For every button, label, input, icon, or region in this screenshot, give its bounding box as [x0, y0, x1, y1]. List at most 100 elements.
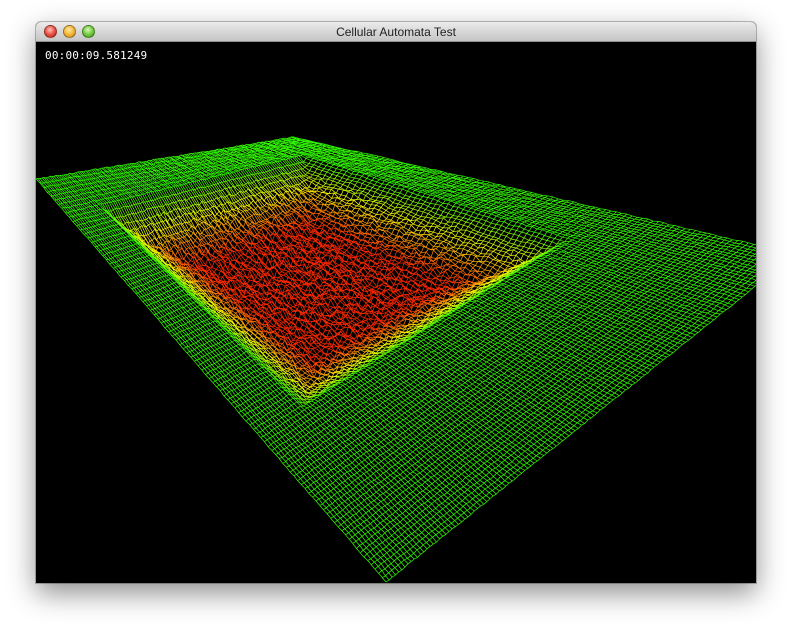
mesh-line	[424, 462, 430, 466]
mesh-line	[94, 225, 100, 230]
mesh-line	[378, 374, 383, 379]
mesh-line	[194, 336, 199, 342]
mesh-line	[377, 444, 383, 448]
zoom-button[interactable]	[82, 25, 95, 38]
mesh-line	[337, 419, 343, 425]
mesh-line	[366, 406, 372, 411]
mesh-line	[191, 314, 196, 320]
mesh-line	[351, 536, 357, 542]
mesh-line	[424, 386, 430, 391]
mesh-line	[62, 193, 67, 198]
mesh-line	[394, 413, 400, 418]
mesh-line	[424, 529, 429, 534]
mesh-line	[470, 416, 475, 420]
mesh-line	[493, 442, 499, 447]
mesh-line	[440, 381, 446, 386]
mesh-line	[344, 408, 350, 414]
mesh-line	[390, 441, 396, 446]
mesh-line	[348, 484, 354, 490]
mesh-line	[381, 415, 387, 420]
mesh-line	[401, 534, 406, 539]
mesh-line	[119, 233, 124, 238]
mesh-line	[439, 432, 444, 436]
mesh-line	[82, 229, 87, 234]
mesh-line	[408, 448, 414, 453]
mesh-line	[135, 292, 140, 298]
mesh-line	[486, 461, 492, 465]
mesh-line	[383, 458, 389, 463]
mesh-line	[365, 401, 371, 405]
mesh-line	[331, 455, 336, 461]
mesh-line	[390, 501, 395, 506]
mesh-line	[216, 348, 222, 354]
mesh-line	[503, 435, 508, 440]
mesh-line	[116, 261, 121, 267]
mesh-line	[401, 401, 407, 406]
mesh-line	[275, 454, 280, 459]
mesh-line	[255, 407, 260, 414]
mesh-line	[174, 334, 179, 339]
mesh-line	[164, 327, 169, 332]
mesh-line	[125, 257, 130, 264]
mesh-line	[400, 479, 406, 485]
mesh-line	[432, 417, 438, 422]
render-viewport[interactable]: 00:00:09.581249	[36, 42, 756, 583]
mesh-line	[174, 322, 179, 328]
mesh-line	[249, 280, 254, 282]
mesh-line	[95, 241, 100, 246]
mesh-line	[280, 412, 285, 417]
mesh-line	[219, 359, 224, 366]
mesh-line	[43, 186, 48, 193]
mesh-line	[352, 488, 357, 493]
mesh-line	[165, 320, 171, 326]
title-bar[interactable]: Cellular Automata Test	[36, 22, 756, 42]
mesh-line	[77, 185, 82, 190]
mesh-line	[131, 256, 137, 260]
mesh-line	[163, 310, 168, 315]
mesh-line	[312, 405, 317, 409]
mesh-line	[283, 387, 289, 392]
mesh-line	[435, 467, 441, 472]
mesh-line	[231, 403, 236, 408]
mesh-line	[77, 171, 82, 177]
mesh-line	[92, 206, 97, 211]
mesh-line	[223, 364, 228, 370]
mesh-line	[246, 363, 251, 369]
mesh-line	[182, 313, 187, 318]
minimize-button[interactable]	[63, 25, 76, 38]
mesh-line	[417, 500, 422, 505]
mesh-line	[229, 354, 234, 360]
mesh-line	[307, 381, 313, 386]
mesh-line	[292, 397, 297, 403]
mesh-line	[402, 518, 408, 524]
mesh-line	[523, 464, 529, 469]
mesh-line	[370, 409, 376, 415]
mesh-line	[410, 408, 415, 413]
mesh-line	[233, 336, 238, 342]
mesh-line	[349, 376, 354, 379]
app-window[interactable]: Cellular Automata Test 00:00:09.581249	[36, 22, 756, 583]
mesh-line	[438, 504, 443, 509]
mesh-line	[414, 375, 420, 379]
mesh-line	[82, 204, 87, 208]
mesh-line	[397, 385, 403, 391]
close-button[interactable]	[44, 25, 57, 38]
mesh-line	[78, 199, 83, 205]
mesh-line	[282, 463, 287, 468]
mesh-line	[420, 478, 426, 483]
mesh-line	[449, 469, 455, 474]
mesh-line	[413, 381, 418, 386]
mesh-line	[386, 419, 391, 423]
mesh-line	[179, 344, 184, 350]
mesh-line	[314, 488, 319, 493]
mesh-line	[464, 407, 470, 412]
mesh-line	[308, 492, 313, 497]
mesh-line	[328, 420, 333, 425]
mesh-line	[226, 356, 232, 361]
mesh-line	[377, 457, 382, 462]
mesh-line	[379, 522, 385, 528]
mesh-line	[508, 443, 514, 448]
mesh-line	[427, 500, 432, 505]
mesh-line	[70, 196, 75, 202]
mesh-line	[79, 180, 84, 186]
